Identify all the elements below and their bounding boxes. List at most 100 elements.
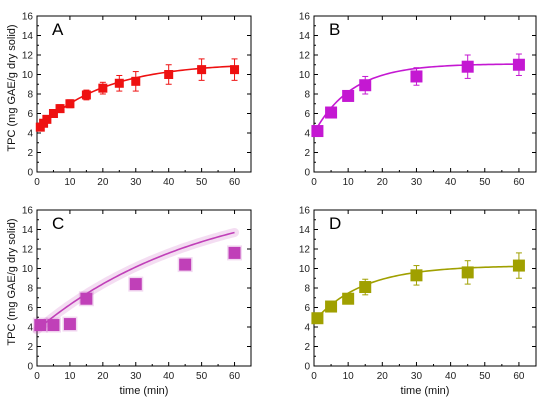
x-tick-label-b: 10: [343, 177, 355, 188]
x-tick-label-a: 20: [97, 177, 109, 188]
data-point-a: [48, 109, 58, 118]
data-point-a: [197, 65, 207, 75]
y-tick-label-c: 8: [27, 284, 33, 295]
x-tick-label-c: 60: [229, 371, 241, 382]
data-point-a: [98, 83, 108, 93]
x-tick-label-d: 40: [445, 371, 457, 382]
y-tick-label-d: 10: [299, 264, 311, 275]
data-point-b: [410, 70, 423, 83]
data-point-b: [342, 89, 355, 102]
y-tick-label-a: 16: [22, 12, 34, 23]
data-point-b: [325, 106, 338, 119]
y-tick-label-c: 2: [27, 342, 33, 353]
y-tick-label-d: 6: [304, 303, 310, 314]
y-tick-label-b: 16: [299, 12, 311, 23]
data-point-b: [359, 79, 372, 92]
data-point-d: [325, 300, 338, 313]
plot-frame-d: [313, 209, 537, 367]
y-tick-label-a: 0: [27, 168, 33, 179]
y-tick-label-a: 8: [27, 90, 33, 101]
x-tick-label-b: 50: [479, 177, 491, 188]
y-tick-label-c: 10: [22, 264, 34, 275]
x-tick-label-c: 10: [64, 371, 76, 382]
fit-curve-c: [36, 231, 235, 331]
panel-b: 0 2 4 6 8 10 12 14 16 0 10 20 30 40 50 60 B: [299, 12, 537, 188]
panel-a: 0 2 4 6 8 10 12 14 16 0 10 20 30 40 50 60 A: [22, 12, 252, 188]
data-point-c: [179, 258, 192, 271]
data-point-d: [342, 292, 355, 305]
x-axis-title-right: time (min): [401, 385, 450, 397]
data-point-a: [164, 70, 174, 79]
y-tick-label-c: 4: [27, 323, 33, 334]
x-tick-label-d: 60: [513, 371, 525, 382]
y-tick-label-d: 0: [304, 362, 310, 373]
data-point-a: [230, 65, 240, 75]
panel-label-c: C: [52, 214, 64, 233]
x-tick-label-c: 0: [34, 371, 40, 382]
y-tick-label-b: 6: [304, 109, 310, 120]
y-tick-label-a: 10: [22, 70, 34, 81]
data-point-d: [410, 269, 423, 282]
x-tick-label-d: 0: [311, 371, 317, 382]
data-point-a: [81, 90, 91, 100]
data-point-d: [359, 281, 372, 294]
x-tick-label-a: 10: [64, 177, 76, 188]
x-tick-label-d: 50: [479, 371, 491, 382]
y-tick-label-b: 8: [304, 90, 310, 101]
plot-frame-a: [36, 15, 252, 173]
y-tick-label-d: 8: [304, 284, 310, 295]
y-tick-label-b: 10: [299, 70, 311, 81]
y-tick-label-d: 16: [299, 206, 311, 217]
y-tick-label-d: 4: [304, 323, 310, 334]
data-point-c: [80, 292, 93, 305]
y-tick-label-d: 2: [304, 342, 310, 353]
y-tick-label-b: 2: [304, 148, 310, 159]
y-axis-title-bottom: TPC (mg GAE/g dry solid): [6, 218, 18, 345]
panel-label-a: A: [52, 20, 64, 39]
y-tick-label-a: 6: [27, 109, 33, 120]
x-tick-label-d: 20: [377, 371, 389, 382]
panel-label-b: B: [329, 20, 340, 39]
panel-label-d: D: [329, 214, 341, 233]
data-point-b: [311, 125, 324, 138]
x-tick-label-b: 60: [513, 177, 525, 188]
data-point-a: [55, 104, 65, 114]
panel-d: 0 2 4 6 8 10 12 14 16 0 10 20 30 40 50 60 D: [299, 206, 537, 382]
data-point-b: [512, 58, 525, 71]
y-tick-label-c: 12: [22, 245, 34, 256]
y-tick-label-b: 12: [299, 51, 311, 62]
y-tick-label-a: 14: [22, 31, 34, 42]
y-tick-label-b: 4: [304, 129, 310, 140]
x-tick-label-b: 0: [311, 177, 317, 188]
x-axis-title-left: time (min): [120, 385, 169, 397]
panel-c: 0 2 4 6 8 10 12 14 16 0 10 20 30 40 50 60 C: [22, 206, 252, 382]
data-point-d: [311, 312, 324, 325]
data-point-c: [228, 246, 241, 259]
x-tick-label-b: 20: [377, 177, 389, 188]
y-axis-title-top: TPC (mg GAE/g dry solid): [6, 24, 18, 151]
data-point-c: [63, 318, 76, 331]
data-point-a: [114, 78, 124, 88]
data-point-b: [461, 60, 474, 73]
data-point-c: [129, 278, 142, 291]
x-tick-label-a: 50: [196, 177, 208, 188]
y-tick-label-c: 0: [27, 362, 33, 373]
y-tick-label-b: 0: [304, 168, 310, 179]
data-point-c: [47, 319, 60, 332]
y-tick-label-b: 14: [299, 31, 311, 42]
x-tick-label-d: 30: [411, 371, 423, 382]
y-tick-label-a: 2: [27, 148, 33, 159]
y-tick-label-d: 14: [299, 225, 311, 236]
data-point-a: [42, 114, 52, 124]
x-tick-label-b: 40: [445, 177, 457, 188]
data-point-d: [461, 266, 474, 279]
x-tick-label-a: 40: [163, 177, 175, 188]
x-tick-label-a: 60: [229, 177, 241, 188]
y-tick-label-c: 14: [22, 225, 34, 236]
x-tick-label-c: 20: [97, 371, 109, 382]
x-tick-label-a: 0: [34, 177, 40, 188]
data-point-a: [65, 99, 75, 109]
data-point-c: [34, 319, 47, 332]
data-point-d: [512, 259, 525, 272]
